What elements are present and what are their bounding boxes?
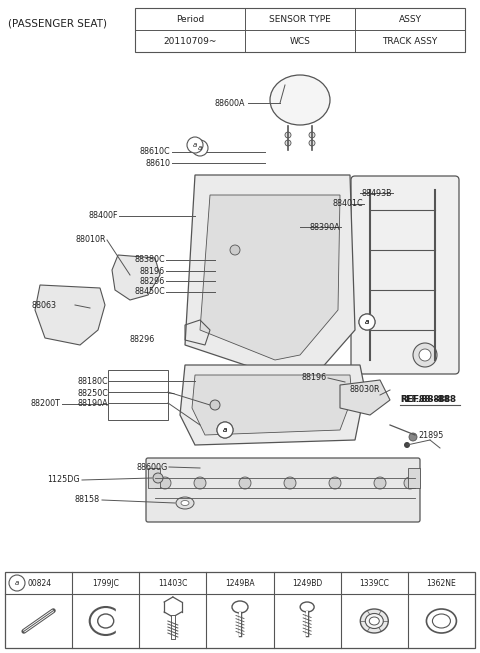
Circle shape [210,400,220,410]
Text: a: a [198,145,202,151]
Bar [135,8,465,52]
Circle shape [284,477,296,489]
Text: 88250C: 88250C [77,389,108,398]
Text: ASSY: ASSY [398,14,421,24]
Bar [5,572,475,648]
Text: 88610: 88610 [145,159,170,168]
Text: 88600A: 88600A [215,99,245,108]
Circle shape [409,433,417,441]
Circle shape [404,442,410,448]
Text: 88390A: 88390A [310,223,340,232]
Text: 88401C: 88401C [332,200,363,208]
Bar [148,468,160,488]
Text: 88030R: 88030R [350,385,381,394]
Text: a: a [223,427,227,433]
Circle shape [309,140,315,146]
Circle shape [194,477,206,489]
Circle shape [285,132,291,138]
Ellipse shape [369,617,379,625]
Text: 88063: 88063 [32,300,57,310]
Polygon shape [180,365,365,445]
Polygon shape [116,606,126,636]
Polygon shape [340,380,390,415]
Ellipse shape [176,497,194,509]
Polygon shape [35,285,105,345]
Text: REF.88-888: REF.88-888 [400,396,450,404]
Text: 88190A: 88190A [77,400,108,409]
Text: Period: Period [176,14,204,24]
Text: 88400F: 88400F [88,212,118,221]
Text: 21895: 21895 [418,430,444,439]
Text: 1249BA: 1249BA [225,579,255,588]
Text: 88493B: 88493B [361,189,392,197]
Circle shape [374,477,386,489]
Circle shape [153,473,163,483]
Text: 88610C: 88610C [139,148,170,157]
FancyBboxPatch shape [146,458,420,522]
Text: 1249BD: 1249BD [292,579,322,588]
FancyBboxPatch shape [351,176,459,374]
Text: TRACK ASSY: TRACK ASSY [383,37,438,46]
Circle shape [419,349,431,361]
Text: 88450C: 88450C [134,287,165,296]
Ellipse shape [365,614,384,628]
Text: 1339CC: 1339CC [360,579,389,588]
Text: a: a [223,427,227,433]
Circle shape [404,477,416,489]
Circle shape [413,343,437,367]
Text: a: a [365,319,369,325]
Bar [408,468,420,488]
Text: a: a [15,580,19,586]
Text: 1125DG: 1125DG [48,475,80,485]
Circle shape [285,140,291,146]
Text: 88158: 88158 [75,496,100,505]
Circle shape [217,422,233,438]
Text: (PASSENGER SEAT): (PASSENGER SEAT) [8,18,107,28]
Text: 1799JC: 1799JC [92,579,119,588]
Text: WCS: WCS [289,37,311,46]
Ellipse shape [270,75,330,125]
Text: REF.88-888: REF.88-888 [400,396,456,404]
Polygon shape [200,195,340,360]
Text: a: a [193,142,197,148]
Text: 20110709~: 20110709~ [163,37,216,46]
Text: 88196: 88196 [140,266,165,276]
Circle shape [230,245,240,255]
Circle shape [329,477,341,489]
Circle shape [359,314,375,330]
Text: —: — [168,390,175,396]
Circle shape [187,137,203,153]
Circle shape [217,422,233,438]
Ellipse shape [360,609,388,633]
Polygon shape [185,175,355,380]
Text: 88196: 88196 [302,374,327,383]
Text: 88380C: 88380C [134,255,165,264]
Polygon shape [112,255,160,300]
Text: 88296: 88296 [130,336,155,345]
Text: a: a [365,319,369,325]
Circle shape [9,575,25,591]
Text: 88600G: 88600G [137,462,168,471]
Circle shape [309,132,315,138]
Bar [108,370,168,420]
Circle shape [359,314,375,330]
Polygon shape [192,375,352,435]
Ellipse shape [181,500,189,505]
Circle shape [239,477,251,489]
Text: 88180C: 88180C [77,377,108,387]
Text: 88200T: 88200T [30,400,60,409]
Circle shape [192,140,208,156]
Text: 88010R: 88010R [75,236,106,244]
Text: 88296: 88296 [140,276,165,285]
Circle shape [159,477,171,489]
Text: 00824: 00824 [27,579,51,588]
Text: 1362NE: 1362NE [427,579,456,588]
Text: 11403C: 11403C [158,579,188,588]
Text: SENSOR TYPE: SENSOR TYPE [269,14,331,24]
